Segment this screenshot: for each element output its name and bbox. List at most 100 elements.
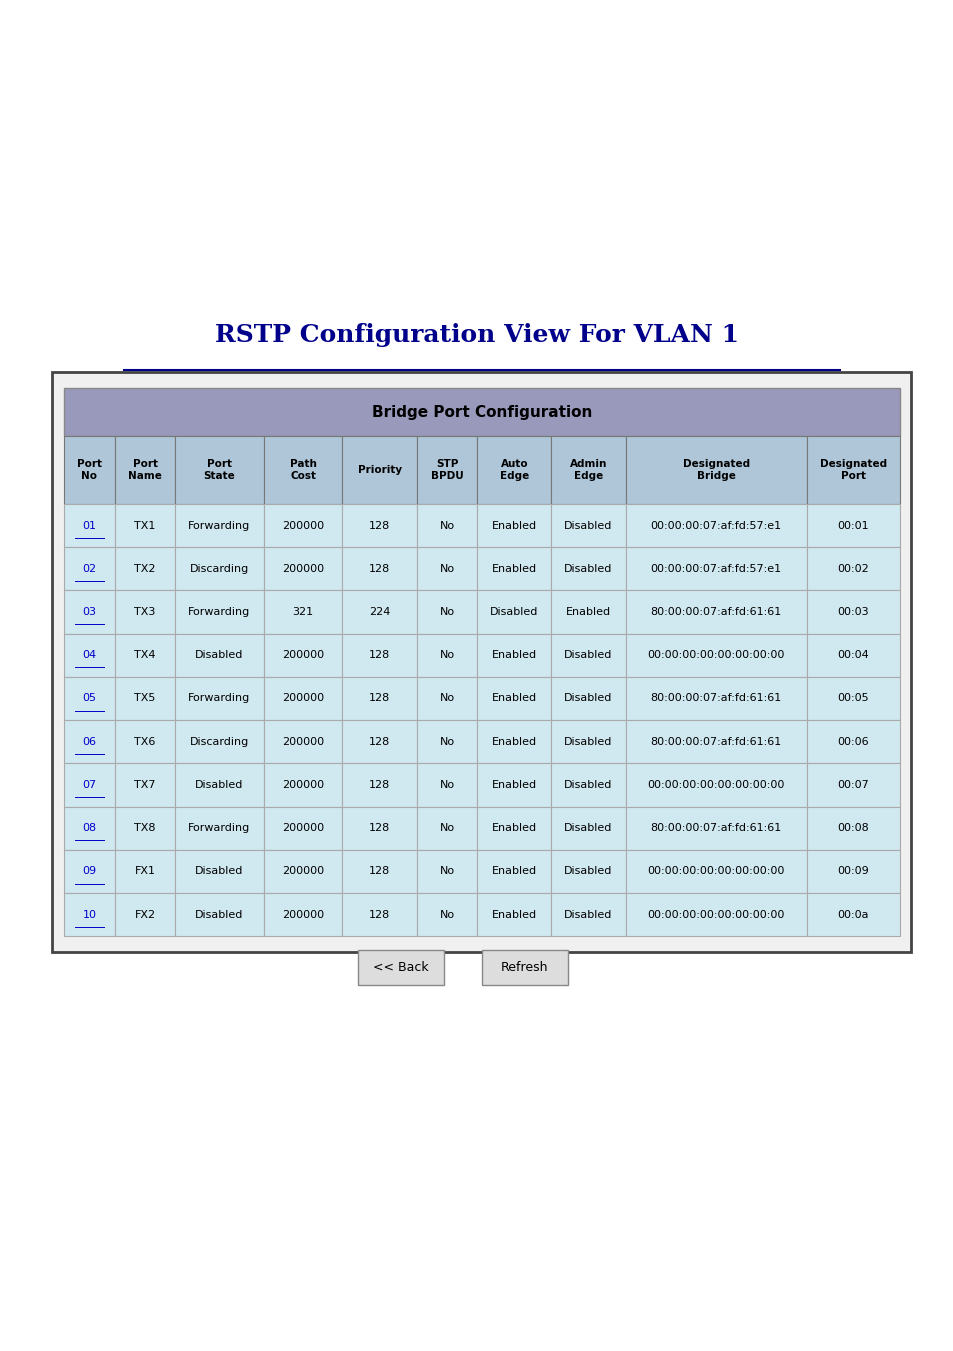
FancyBboxPatch shape	[64, 807, 115, 850]
FancyBboxPatch shape	[342, 504, 416, 547]
Text: 03: 03	[82, 607, 96, 617]
FancyBboxPatch shape	[52, 372, 910, 952]
Text: RSTP Configuration View For VLAN 1: RSTP Configuration View For VLAN 1	[214, 323, 739, 347]
Text: 128: 128	[369, 909, 390, 920]
FancyBboxPatch shape	[625, 590, 806, 634]
FancyBboxPatch shape	[64, 893, 115, 936]
FancyBboxPatch shape	[806, 893, 899, 936]
FancyBboxPatch shape	[342, 720, 416, 763]
FancyBboxPatch shape	[175, 677, 263, 720]
FancyBboxPatch shape	[416, 504, 476, 547]
Text: STP
BPDU: STP BPDU	[430, 459, 463, 481]
Text: No: No	[439, 693, 454, 704]
Text: 00:05: 00:05	[837, 693, 868, 704]
FancyBboxPatch shape	[551, 547, 625, 590]
Text: Discarding: Discarding	[190, 563, 249, 574]
FancyBboxPatch shape	[64, 504, 115, 547]
Text: Admin
Edge: Admin Edge	[569, 459, 607, 481]
Text: 00:07: 00:07	[837, 780, 868, 790]
Text: 128: 128	[369, 650, 390, 661]
Text: 00:02: 00:02	[837, 563, 868, 574]
Text: 321: 321	[293, 607, 314, 617]
FancyBboxPatch shape	[175, 807, 263, 850]
Text: 200000: 200000	[282, 650, 324, 661]
Text: Designated
Port: Designated Port	[819, 459, 886, 481]
FancyBboxPatch shape	[416, 807, 476, 850]
Text: Disabled: Disabled	[564, 650, 612, 661]
FancyBboxPatch shape	[64, 720, 115, 763]
FancyBboxPatch shape	[806, 763, 899, 807]
FancyBboxPatch shape	[551, 677, 625, 720]
FancyBboxPatch shape	[175, 850, 263, 893]
FancyBboxPatch shape	[115, 436, 175, 504]
Text: Enabled: Enabled	[491, 866, 537, 877]
FancyBboxPatch shape	[115, 763, 175, 807]
FancyBboxPatch shape	[64, 850, 115, 893]
Text: Forwarding: Forwarding	[188, 693, 251, 704]
FancyBboxPatch shape	[175, 436, 263, 504]
Text: Discarding: Discarding	[190, 736, 249, 747]
Text: 200000: 200000	[282, 866, 324, 877]
FancyBboxPatch shape	[625, 677, 806, 720]
Text: 00:08: 00:08	[837, 823, 868, 834]
FancyBboxPatch shape	[416, 590, 476, 634]
Text: TX4: TX4	[134, 650, 155, 661]
FancyBboxPatch shape	[64, 547, 115, 590]
FancyBboxPatch shape	[64, 763, 115, 807]
FancyBboxPatch shape	[175, 590, 263, 634]
FancyBboxPatch shape	[625, 807, 806, 850]
FancyBboxPatch shape	[625, 436, 806, 504]
FancyBboxPatch shape	[806, 850, 899, 893]
Text: 200000: 200000	[282, 823, 324, 834]
Text: Path
Cost: Path Cost	[290, 459, 316, 481]
Text: 00:0a: 00:0a	[837, 909, 868, 920]
Text: 00:00:00:07:af:fd:57:e1: 00:00:00:07:af:fd:57:e1	[650, 520, 781, 531]
Text: 128: 128	[369, 780, 390, 790]
Text: No: No	[439, 563, 454, 574]
Text: 128: 128	[369, 563, 390, 574]
Text: 04: 04	[82, 650, 96, 661]
Text: 01: 01	[82, 520, 96, 531]
Text: Enabled: Enabled	[491, 650, 537, 661]
Text: 00:00:00:00:00:00:00:00: 00:00:00:00:00:00:00:00	[647, 780, 784, 790]
Text: Disabled: Disabled	[564, 693, 612, 704]
Text: 80:00:00:07:af:fd:61:61: 80:00:00:07:af:fd:61:61	[650, 736, 781, 747]
FancyBboxPatch shape	[263, 634, 342, 677]
FancyBboxPatch shape	[175, 763, 263, 807]
Text: 224: 224	[369, 607, 390, 617]
Text: Port
No: Port No	[77, 459, 102, 481]
Text: Enabled: Enabled	[491, 563, 537, 574]
FancyBboxPatch shape	[175, 547, 263, 590]
FancyBboxPatch shape	[806, 436, 899, 504]
FancyBboxPatch shape	[342, 547, 416, 590]
FancyBboxPatch shape	[342, 763, 416, 807]
Text: Disabled: Disabled	[564, 909, 612, 920]
FancyBboxPatch shape	[416, 850, 476, 893]
FancyBboxPatch shape	[115, 850, 175, 893]
Text: Priority: Priority	[357, 465, 401, 476]
FancyBboxPatch shape	[806, 807, 899, 850]
Text: 00:00:00:00:00:00:00:00: 00:00:00:00:00:00:00:00	[647, 909, 784, 920]
FancyBboxPatch shape	[357, 950, 443, 985]
Text: No: No	[439, 607, 454, 617]
Text: 80:00:00:07:af:fd:61:61: 80:00:00:07:af:fd:61:61	[650, 693, 781, 704]
FancyBboxPatch shape	[115, 807, 175, 850]
Text: 200000: 200000	[282, 520, 324, 531]
FancyBboxPatch shape	[416, 634, 476, 677]
FancyBboxPatch shape	[806, 590, 899, 634]
Text: 07: 07	[82, 780, 96, 790]
FancyBboxPatch shape	[175, 720, 263, 763]
Text: 128: 128	[369, 520, 390, 531]
FancyBboxPatch shape	[551, 436, 625, 504]
Text: Forwarding: Forwarding	[188, 520, 251, 531]
FancyBboxPatch shape	[476, 807, 551, 850]
FancyBboxPatch shape	[551, 590, 625, 634]
Text: Refresh: Refresh	[500, 961, 548, 974]
Text: Disabled: Disabled	[564, 780, 612, 790]
FancyBboxPatch shape	[416, 893, 476, 936]
Text: 200000: 200000	[282, 780, 324, 790]
FancyBboxPatch shape	[476, 504, 551, 547]
Text: 80:00:00:07:af:fd:61:61: 80:00:00:07:af:fd:61:61	[650, 823, 781, 834]
FancyBboxPatch shape	[476, 850, 551, 893]
Text: << Back: << Back	[373, 961, 428, 974]
